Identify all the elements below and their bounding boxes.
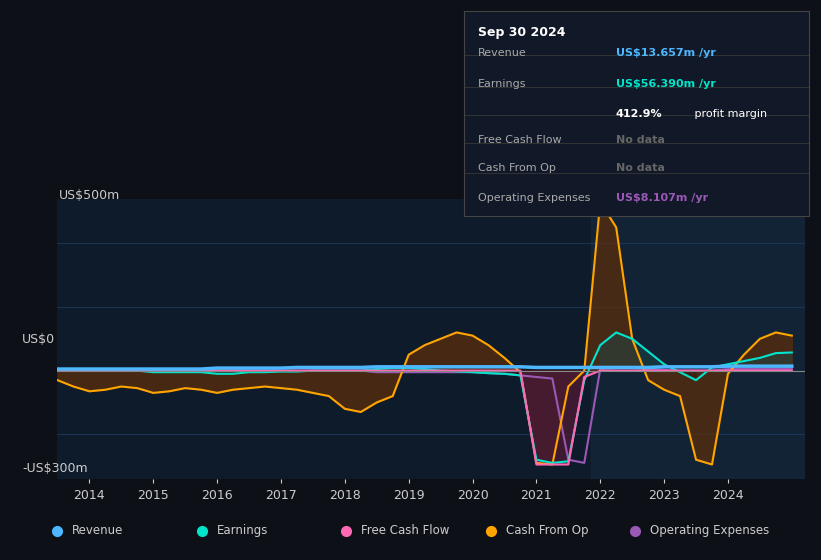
Text: Revenue: Revenue [478,48,526,58]
Text: Revenue: Revenue [72,524,124,538]
Text: profit margin: profit margin [691,109,768,119]
Text: US$13.657m /yr: US$13.657m /yr [616,48,715,58]
Text: No data: No data [616,135,664,145]
Text: No data: No data [616,164,664,174]
Text: -US$300m: -US$300m [22,461,88,474]
Text: Cash From Op: Cash From Op [478,164,556,174]
Text: US$56.390m /yr: US$56.390m /yr [616,78,715,88]
Text: Earnings: Earnings [478,78,526,88]
Text: Free Cash Flow: Free Cash Flow [361,524,450,538]
Text: Free Cash Flow: Free Cash Flow [478,135,562,145]
Text: Earnings: Earnings [217,524,268,538]
Text: 412.9%: 412.9% [616,109,663,119]
Text: US$500m: US$500m [59,189,121,202]
Text: Sep 30 2024: Sep 30 2024 [478,26,565,39]
Text: US$0: US$0 [22,333,55,346]
Text: US$8.107m /yr: US$8.107m /yr [616,193,708,203]
Text: Operating Expenses: Operating Expenses [650,524,769,538]
Text: Operating Expenses: Operating Expenses [478,193,590,203]
Bar [590,199,805,479]
Text: Cash From Op: Cash From Op [506,524,588,538]
